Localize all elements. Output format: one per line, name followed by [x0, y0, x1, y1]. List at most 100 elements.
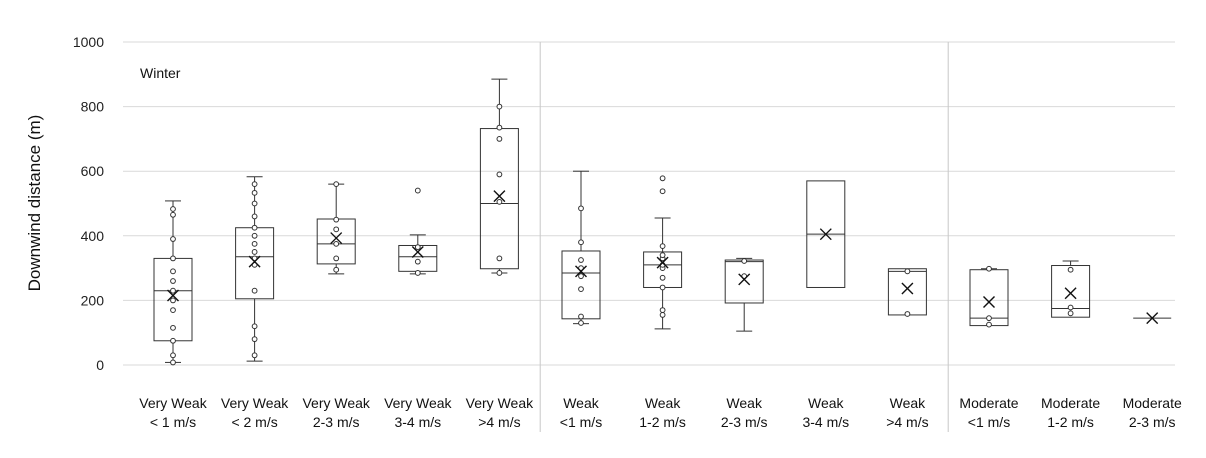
category-label-line: Very Weak: [384, 395, 452, 411]
category-label: Weak <1 m/s: [560, 395, 602, 430]
data-point: [333, 216, 340, 223]
box-group: [235, 176, 275, 362]
data-point: [333, 181, 340, 188]
box-group: [153, 200, 193, 366]
box-group: [724, 257, 764, 332]
data-point: [170, 278, 176, 284]
category-label: Moderate <1 m/s: [959, 395, 1018, 430]
data-point: [170, 324, 176, 331]
data-point: [251, 352, 258, 359]
data-point: [659, 175, 666, 182]
data-point: [251, 336, 258, 343]
data-point: [659, 312, 666, 318]
panel-annotation: Winter: [140, 65, 181, 81]
data-point: [170, 268, 176, 275]
box-group: [806, 180, 846, 288]
data-point: [986, 321, 992, 328]
data-point: [251, 189, 258, 196]
data-point: [251, 240, 258, 247]
category-label: Very Weak < 1 m/s: [139, 395, 207, 430]
data-point: [741, 258, 748, 264]
category-label-line: 2-3 m/s: [1129, 414, 1176, 430]
data-point: [414, 244, 421, 251]
box-group: [643, 175, 683, 330]
data-point: [496, 136, 503, 142]
data-point: [251, 232, 258, 239]
category-label-line: Moderate: [959, 395, 1018, 411]
data-point: [1067, 304, 1074, 311]
category-label-line: < 2 m/s: [231, 414, 277, 430]
box-iqr: [887, 268, 927, 316]
data-point: [251, 213, 258, 220]
data-point: [496, 171, 503, 178]
data-point: [578, 320, 584, 326]
data-point: [333, 255, 340, 262]
y-axis-title: Downwind distance (m): [25, 115, 44, 292]
y-tick-label: 0: [96, 357, 104, 373]
mean-marker: [738, 273, 751, 286]
mean-marker: [1146, 312, 1159, 325]
y-tick-label: 1000: [73, 34, 104, 50]
box-group: [1133, 312, 1172, 325]
data-point: [170, 297, 176, 304]
category-label: Moderate 1-2 m/s: [1041, 395, 1100, 430]
category-label-line: < 1 m/s: [150, 414, 196, 430]
category-label-line: Very Weak: [302, 395, 370, 411]
data-point: [414, 187, 421, 194]
mean-marker: [575, 265, 587, 278]
data-point: [496, 255, 503, 262]
category-label-line: Weak: [890, 395, 927, 411]
data-point: [251, 200, 258, 207]
category-label: Weak 3-4 m/s: [802, 395, 849, 430]
data-point: [251, 287, 258, 294]
data-point: [170, 359, 176, 366]
data-point: [659, 307, 666, 313]
mean-marker: [411, 245, 424, 258]
data-point: [496, 270, 503, 276]
data-point: [659, 188, 666, 195]
data-point: [251, 249, 258, 255]
data-point: [414, 258, 421, 265]
data-point: [659, 252, 666, 259]
category-label: Weak 2-3 m/s: [721, 395, 768, 430]
category-label: Very Weak 3-4 m/s: [384, 395, 452, 430]
data-point: [170, 307, 176, 313]
data-point: [1067, 266, 1074, 273]
data-point: [251, 224, 258, 231]
y-tick-label: 400: [81, 228, 105, 244]
box-group: [398, 187, 438, 276]
mean-marker: [330, 232, 343, 245]
mean-marker: [248, 255, 261, 268]
mean-marker: [493, 190, 506, 203]
mean-marker: [1064, 287, 1077, 300]
mean-marker: [656, 256, 669, 269]
data-point: [578, 257, 584, 263]
category-label-line: >4 m/s: [886, 414, 928, 430]
data-point: [578, 205, 584, 212]
data-point: [496, 124, 503, 131]
data-point: [414, 270, 421, 276]
data-point: [251, 323, 258, 330]
category-label-line: Very Weak: [466, 395, 534, 411]
data-point: [333, 266, 340, 273]
group-separators: [539, 42, 949, 432]
category-label-line: Moderate: [1123, 395, 1182, 411]
data-point: [170, 352, 176, 359]
data-point: [578, 273, 584, 280]
data-point: [333, 226, 340, 233]
category-label-line: 2-3 m/s: [721, 414, 768, 430]
data-point: [496, 198, 503, 205]
box-group: [479, 78, 519, 276]
mean-marker: [819, 228, 832, 241]
category-label-line: 1-2 m/s: [1047, 414, 1094, 430]
data-point: [904, 311, 911, 317]
box-group: [316, 181, 356, 275]
category-label-line: 3-4 m/s: [802, 414, 849, 430]
data-point: [251, 181, 258, 188]
category-label-line: Very Weak: [139, 395, 207, 411]
category-label-line: <1 m/s: [968, 414, 1010, 430]
category-label-line: <1 m/s: [560, 414, 602, 430]
gridlines: [123, 41, 1175, 366]
mean-marker: [901, 282, 914, 295]
